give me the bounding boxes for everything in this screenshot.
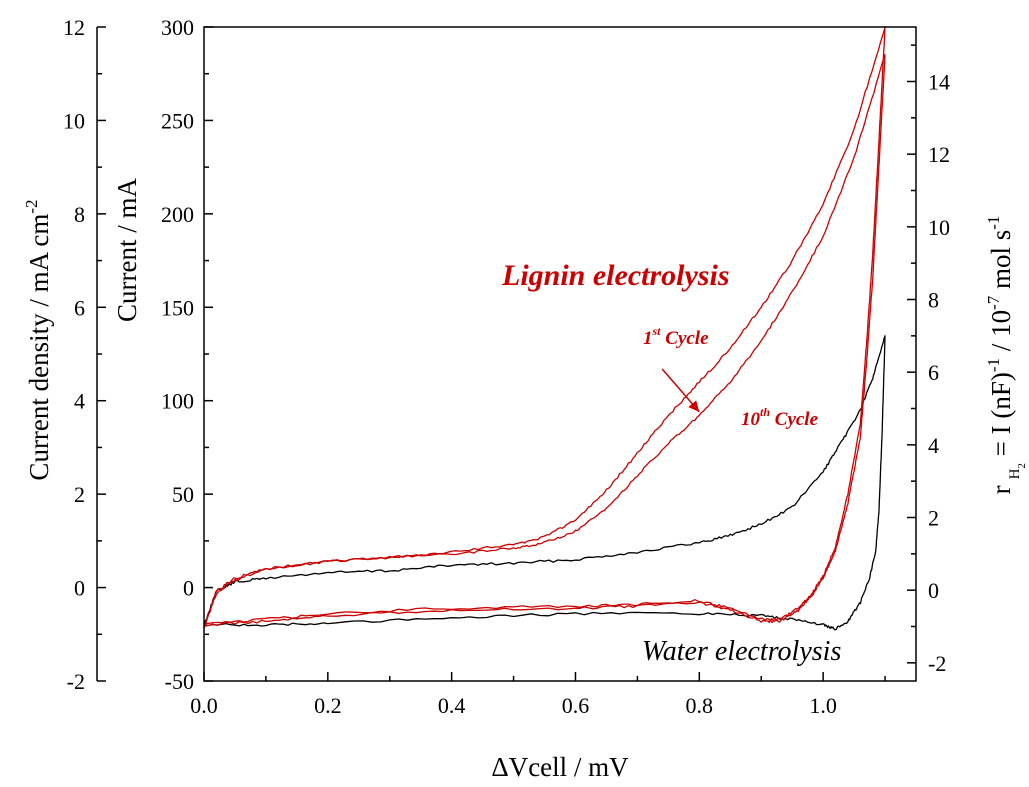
series-0-forward-trace xyxy=(203,336,886,626)
current-tick-label: 150 xyxy=(161,295,194,320)
x-tick-label: 0.8 xyxy=(686,693,714,718)
h2-rate-axis-title: rH2 = I (nF)-1 / 10-7 mol s-1 xyxy=(984,216,1028,495)
current-tick-label: 100 xyxy=(161,389,194,414)
plot-frame xyxy=(203,26,917,682)
x-tick-label: 0.6 xyxy=(562,693,590,718)
current-density-tick-label: 6 xyxy=(74,295,85,320)
series-1-forward-trace xyxy=(203,53,886,629)
current-density-tick-label: -2 xyxy=(67,669,85,694)
x-axis-title: ΔVcell / mV xyxy=(491,752,629,782)
x-axis: 0.0 0.2 0.4 0.6 0.8 1.0 xyxy=(190,672,886,718)
left-axes: -2 0 2 4 6 8 10 12 -50 0 50 100 150 200 250 300 xyxy=(63,15,213,694)
series-2-reverse-trace xyxy=(203,26,886,625)
current-axis-title: Current / mA xyxy=(112,178,142,322)
h2-rate-tick-label: 2 xyxy=(928,506,939,531)
series-0-reverse-trace xyxy=(203,335,886,631)
water-electrolysis-label: Water electrolysis xyxy=(642,636,841,667)
h2-rate-tick-label: 4 xyxy=(928,433,939,458)
tenth-cycle-label: 10th Cycle xyxy=(741,405,819,430)
series-layer xyxy=(203,26,886,631)
current-tick-label: 300 xyxy=(161,15,194,40)
current-density-axis-title: Current density / mA cm-2 xyxy=(22,199,54,480)
cycle-arrow-head xyxy=(688,400,700,412)
h2-rate-tick-label: 10 xyxy=(928,215,950,240)
series-2-forward-trace xyxy=(203,27,886,629)
x-tick-label: 0.0 xyxy=(190,693,218,718)
lignin-electrolysis-label: Lignin electrolysis xyxy=(501,259,730,292)
current-tick-label: 200 xyxy=(161,202,194,227)
h2-rate-tick-label: 12 xyxy=(928,142,950,167)
right-axis: -2 0 2 4 6 8 10 12 14 xyxy=(907,44,950,676)
current-density-tick-label: 0 xyxy=(74,576,85,601)
h2-rate-tick-label: -2 xyxy=(928,651,946,676)
series-1-reverse-trace xyxy=(203,55,886,627)
first-cycle-label: 1st Cycle xyxy=(643,324,709,349)
current-tick-label: 50 xyxy=(172,482,194,507)
annotation-layer xyxy=(661,368,700,413)
current-density-tick-label: 2 xyxy=(74,482,85,507)
h2-rate-tick-label: 14 xyxy=(928,70,950,95)
current-density-tick-label: 4 xyxy=(74,389,85,414)
current-density-tick-label: 8 xyxy=(74,202,85,227)
h2-rate-tick-label: 0 xyxy=(928,578,939,603)
current-density-tick-label: 12 xyxy=(63,15,85,40)
x-tick-label: 0.2 xyxy=(314,693,342,718)
x-tick-label: 1.0 xyxy=(809,693,837,718)
current-tick-label: 250 xyxy=(161,108,194,133)
h2-rate-tick-label: 6 xyxy=(928,360,939,385)
x-tick-label: 0.4 xyxy=(438,693,466,718)
current-density-tick-label: 10 xyxy=(63,108,85,133)
h2-rate-tick-label: 8 xyxy=(928,288,939,313)
current-tick-label: 0 xyxy=(183,576,194,601)
current-tick-label: -50 xyxy=(165,669,194,694)
